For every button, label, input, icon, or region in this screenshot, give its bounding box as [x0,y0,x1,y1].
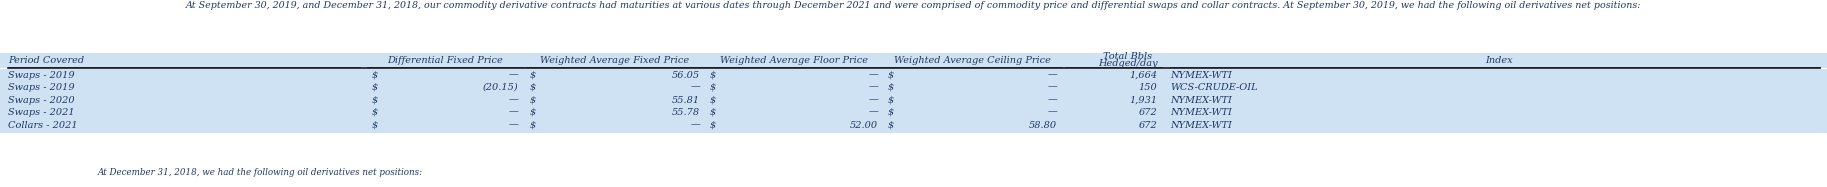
Text: Collars - 2021: Collars - 2021 [7,120,77,130]
Text: 672: 672 [1138,120,1156,130]
Text: $: $ [373,108,378,117]
Text: 150: 150 [1138,82,1156,91]
Text: —: — [1047,108,1058,117]
Text: $: $ [530,70,537,79]
Text: $: $ [711,96,716,105]
Text: 56.05: 56.05 [672,70,700,79]
Text: $: $ [373,70,378,79]
Text: 58.80: 58.80 [1029,120,1058,130]
Text: —: — [508,108,519,117]
Bar [0,105,1827,119]
Bar [0,94,1827,108]
Text: —: — [1047,82,1058,91]
Text: NYMEX-WTI: NYMEX-WTI [1169,120,1231,130]
Text: 1,931: 1,931 [1129,96,1156,105]
Text: NYMEX-WTI: NYMEX-WTI [1169,96,1231,105]
Bar [0,80,1827,94]
Text: At September 30, 2019, and December 31, 2018, our commodity derivative contracts: At September 30, 2019, and December 31, … [185,1,1641,10]
Text: Swaps - 2019: Swaps - 2019 [7,70,75,79]
Text: —: — [868,70,879,79]
Text: NYMEX-WTI: NYMEX-WTI [1169,70,1231,79]
Text: —: — [1047,96,1058,105]
Text: —: — [868,108,879,117]
Text: —: — [1047,70,1058,79]
Text: Swaps - 2020: Swaps - 2020 [7,96,75,105]
Text: —: — [691,82,700,91]
Text: $: $ [888,70,893,79]
Bar [0,68,1827,82]
Text: Weighted Average Floor Price: Weighted Average Floor Price [720,56,868,65]
Text: $: $ [530,108,537,117]
Text: 55.78: 55.78 [672,108,700,117]
Text: $: $ [373,120,378,130]
Text: —: — [508,70,519,79]
Text: (20.15): (20.15) [482,82,519,91]
Text: $: $ [711,70,716,79]
Text: —: — [508,96,519,105]
Text: $: $ [711,82,716,91]
Text: 1,664: 1,664 [1129,70,1156,79]
Text: NYMEX-WTI: NYMEX-WTI [1169,108,1231,117]
Text: —: — [868,82,879,91]
Text: $: $ [888,120,893,130]
Text: —: — [508,120,519,130]
Bar [0,119,1827,133]
Text: 672: 672 [1138,108,1156,117]
Text: Swaps - 2021: Swaps - 2021 [7,108,75,117]
Text: WCS-CRUDE-OIL: WCS-CRUDE-OIL [1169,82,1257,91]
Text: Swaps - 2019: Swaps - 2019 [7,82,75,91]
Text: $: $ [530,120,537,130]
Text: $: $ [373,82,378,91]
Text: Weighted Average Ceiling Price: Weighted Average Ceiling Price [893,56,1051,65]
Text: $: $ [530,96,537,105]
Text: 52.00: 52.00 [850,120,879,130]
Text: $: $ [888,96,893,105]
Text: Differential Fixed Price: Differential Fixed Price [387,56,502,65]
Text: Index: Index [1485,56,1513,65]
Text: $: $ [888,108,893,117]
Text: —: — [691,120,700,130]
Bar [0,53,1827,68]
Text: 55.81: 55.81 [672,96,700,105]
Text: Period Covered: Period Covered [7,56,84,65]
Text: Hedged/day: Hedged/day [1098,59,1158,68]
Text: —: — [868,96,879,105]
Text: Weighted Average Fixed Price: Weighted Average Fixed Price [541,56,689,65]
Text: $: $ [373,96,378,105]
Text: $: $ [888,82,893,91]
Text: Total Bbls: Total Bbls [1104,52,1153,61]
Text: $: $ [530,82,537,91]
Text: $: $ [711,120,716,130]
Text: At December 31, 2018, we had the following oil derivatives net positions:: At December 31, 2018, we had the followi… [99,168,424,177]
Text: $: $ [711,108,716,117]
